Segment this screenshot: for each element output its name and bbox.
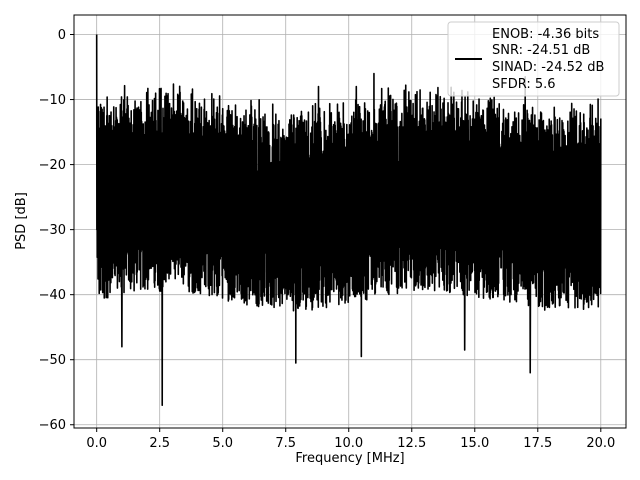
x-tick-label: 15.0 <box>460 436 489 451</box>
y-tick-label: 0 <box>58 28 66 43</box>
plot-area <box>95 34 602 407</box>
y-tick-label: −20 <box>39 158 66 173</box>
y-tick-label: −10 <box>39 93 66 108</box>
x-tick-label: 5.0 <box>212 436 233 451</box>
x-tick-label: 0.0 <box>86 436 107 451</box>
y-tick-label: −50 <box>39 353 66 368</box>
x-tick-label: 7.5 <box>275 436 296 451</box>
legend: ENOB: -4.36 bits SNR: -24.51 dB SINAD: -… <box>447 21 620 97</box>
y-axis-label: PSD [dB] <box>14 192 29 250</box>
y-tick-label: −60 <box>39 418 66 433</box>
x-axis-ticks: 0.0 2.5 5.0 7.5 10.0 12.5 15.0 17.5 20.0 <box>86 428 615 451</box>
x-axis-label: Frequency [MHz] <box>295 451 404 466</box>
legend-line-sfdr: SFDR: 5.6 <box>492 77 556 92</box>
y-tick-label: −30 <box>39 223 66 238</box>
x-tick-label: 12.5 <box>397 436 426 451</box>
y-tick-label: −40 <box>39 288 66 303</box>
psd-series-line <box>95 34 602 407</box>
x-tick-label: 20.0 <box>586 436 615 451</box>
x-tick-label: 17.5 <box>523 436 552 451</box>
legend-line-sinad: SINAD: -24.52 dB <box>492 60 604 75</box>
x-tick-label: 10.0 <box>334 436 363 451</box>
plot-frame <box>73 14 627 429</box>
x-tick-label: 2.5 <box>149 436 170 451</box>
legend-line-enob: ENOB: -4.36 bits <box>492 27 599 42</box>
y-axis-ticks: 0 −10 −20 −30 −40 −50 −60 <box>39 28 74 433</box>
legend-line-snr: SNR: -24.51 dB <box>492 43 590 58</box>
legend-box <box>447 21 620 97</box>
